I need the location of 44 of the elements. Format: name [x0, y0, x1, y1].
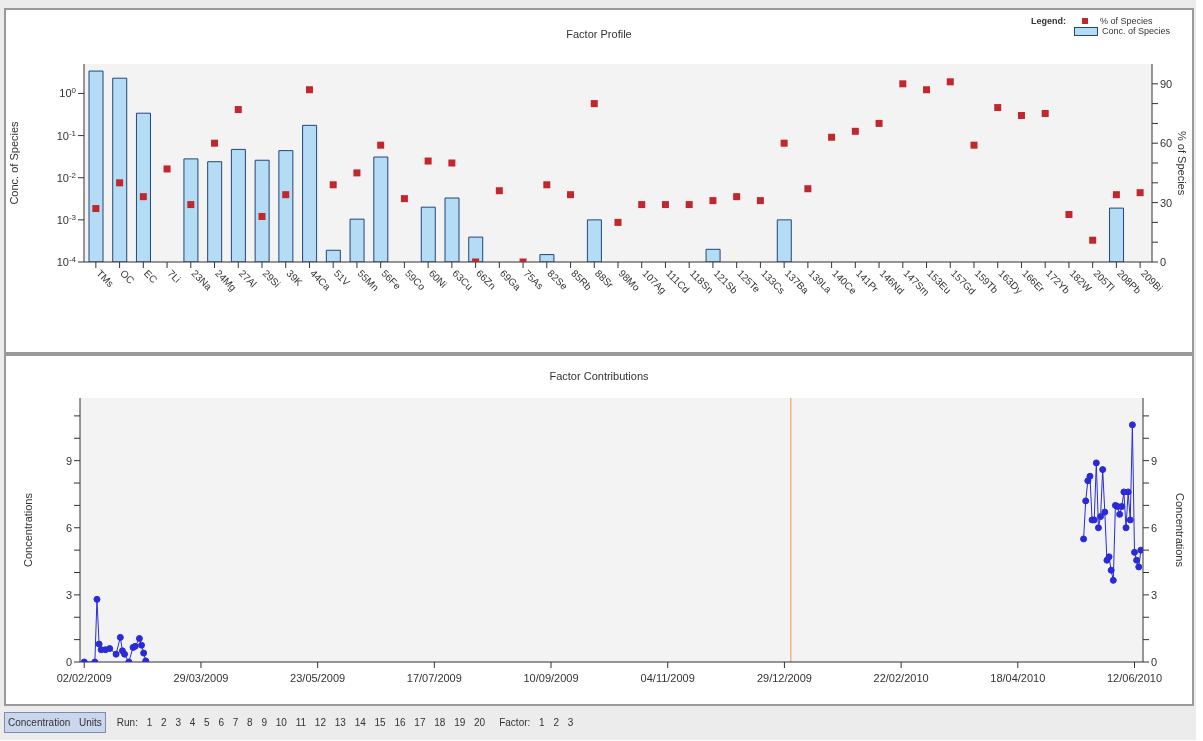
y2-tick-label: 9 — [1151, 454, 1158, 467]
legend-title: Legend: — [1030, 16, 1066, 28]
x-tick-label: 18/04/2010 — [990, 672, 1046, 684]
y-axis-title: Conc. of Species — [7, 120, 20, 205]
x-tick-label: 39K — [284, 267, 305, 289]
y-tick-label: 10$^{-4}$ — [56, 254, 77, 268]
y2-tick-label: 60 — [1160, 137, 1173, 150]
y2-tick-label: 6 — [1151, 521, 1158, 534]
y2-tick-label: 90 — [1160, 77, 1173, 90]
legend-label: Conc. of Species — [1101, 26, 1170, 36]
x-tick-label: 02/02/2009 — [56, 672, 112, 684]
x-tick-label: 10/09/2009 — [523, 672, 579, 684]
x-tick-label: 23/05/2009 — [290, 672, 346, 684]
text: Run: 1 2 3 4 5 6 7 8 9 10 11 12 13 14 15 16 17 18 19 20 — [115, 715, 487, 730]
y-axis-title: Concentrations — [21, 492, 34, 567]
x-tick-label: 29/12/2009 — [756, 672, 812, 684]
x-tick-label: 29/03/2009 — [173, 672, 229, 684]
y2-axis-title: Concentrations — [1174, 492, 1186, 569]
x-tick-label: 22/02/2010 — [873, 672, 929, 684]
x-tick-label: 17/07/2009 — [406, 672, 462, 684]
x-tick-label: 12/06/2010 — [1106, 672, 1163, 684]
y-tick-label: 10$^{-2}$ — [56, 170, 77, 184]
y-tick-label: 0 — [65, 656, 72, 668]
x-tick-label: OC — [118, 267, 137, 287]
x-tick-label: 7Li — [165, 267, 183, 285]
y2-tick-label: 3 — [1151, 588, 1158, 601]
y2-axis-title: % of Species — [1176, 129, 1188, 198]
y-tick-label: 10$^{-1}$ — [56, 128, 77, 142]
text: Concentration Units — [4, 711, 106, 733]
chart-title: Factor Profile — [566, 28, 632, 40]
y2-tick-label: 0 — [1160, 256, 1167, 268]
y-tick-label: 3 — [65, 588, 72, 601]
y-tick-label: 10$^{0}$ — [59, 85, 77, 100]
x-tick-label: 51V — [331, 267, 353, 289]
chart-title: Factor Contributions — [548, 370, 650, 382]
y2-tick-label: 30 — [1160, 196, 1173, 209]
y-tick-label: 9 — [65, 454, 72, 467]
x-tick-label: EC — [141, 267, 160, 286]
legend-label: % of Species — [1099, 16, 1153, 26]
text: Factor: 1 2 3 — [498, 715, 575, 730]
y-tick-label: 6 — [65, 521, 72, 534]
y2-tick-label: 0 — [1151, 656, 1158, 668]
y-tick-label: 10$^{-3}$ — [56, 212, 77, 226]
x-tick-label: 04/11/2009 — [640, 672, 695, 684]
